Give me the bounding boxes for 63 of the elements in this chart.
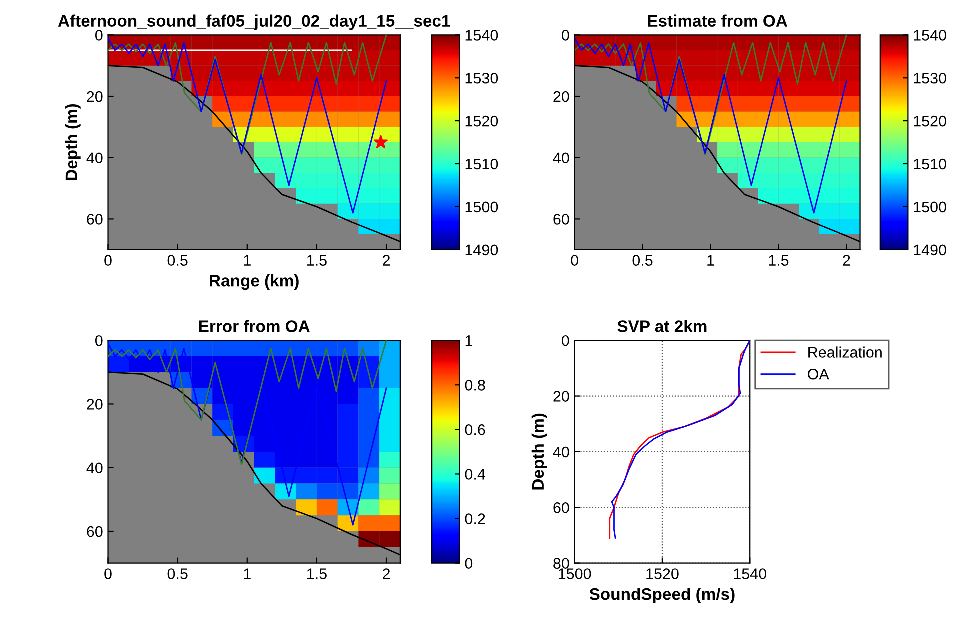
y-tick-label: 0 — [95, 30, 103, 41]
x-tick-label: 1.5 — [308, 568, 327, 580]
y-tick-label: 60 — [87, 526, 103, 538]
color-bar-label: 1500 — [914, 202, 946, 213]
legend-label: Realization — [808, 346, 882, 358]
color-bar-label: 0.6 — [465, 424, 486, 436]
y-tick-label: 20 — [554, 91, 570, 102]
y-tick-label: 0 — [562, 30, 570, 41]
y-axis-title: Depth (m) — [65, 104, 81, 180]
x-tick-label: 0 — [571, 255, 578, 266]
x-tick-label: 0.5 — [168, 568, 188, 580]
y-tick-label: 40 — [86, 152, 103, 164]
color-bar-label: 1530 — [466, 72, 498, 84]
y-axis-title: Depth (m) — [532, 414, 548, 490]
color-bar-label: 1520 — [466, 116, 498, 127]
y-tick-label: 0 — [95, 335, 103, 346]
y-tick-label: 0 — [562, 335, 570, 346]
y-tick-label: 40 — [86, 462, 103, 474]
x-tick-label: 2 — [383, 255, 390, 266]
x-tick-label: 1 — [244, 255, 251, 266]
y-tick-label: 40 — [553, 446, 570, 458]
x-tick-label: 1.5 — [769, 255, 789, 266]
y-tick-label: 80 — [554, 558, 570, 570]
x-tick-label: 1540 — [734, 568, 767, 580]
y-tick-label: 60 — [87, 214, 103, 225]
chart-title: Error from OA — [199, 320, 310, 332]
color-bar-label: 0.2 — [465, 514, 486, 524]
x-tick-label: 2 — [843, 255, 850, 266]
chart-title: Afternoon_sound_faf05_jul20_02_day1_15__sec1 — [58, 14, 450, 30]
color-bar-label: 1520 — [914, 116, 946, 127]
x-tick-label: 0 — [104, 568, 112, 580]
x-tick-label: 1 — [708, 255, 714, 266]
color-bar-label: 1490 — [466, 244, 498, 256]
color-bar-label: 1 — [466, 336, 472, 346]
legend-label: OA — [808, 368, 830, 380]
color-bar-label: 1500 — [466, 202, 498, 213]
chart-title: Estimate from OA — [648, 14, 788, 27]
x-tick-label: 1520 — [646, 568, 679, 580]
color-bar-label: 0.4 — [465, 469, 486, 480]
color-bar-label: 0.8 — [465, 380, 486, 391]
color-bar-label: 1510 — [466, 158, 498, 170]
color-bar-label: 1530 — [914, 72, 946, 84]
x-tick-label: 0.5 — [632, 255, 653, 266]
x-axis-title: Range (km) — [210, 274, 299, 290]
x-tick-label: 1 — [244, 568, 251, 580]
color-bar-label: 1490 — [914, 244, 946, 256]
x-tick-label: 0 — [104, 255, 112, 266]
color-bar-label: 1510 — [914, 158, 946, 170]
x-tick-label: 0.5 — [168, 255, 188, 266]
y-tick-label: 20 — [87, 399, 103, 410]
y-tick-label: 20 — [554, 391, 570, 402]
y-tick-label: 60 — [554, 502, 570, 514]
x-axis-title: SoundSpeed (m/s) — [590, 588, 735, 604]
x-tick-label: 2 — [383, 568, 390, 580]
y-tick-label: 20 — [87, 91, 103, 102]
y-tick-label: 40 — [553, 152, 570, 164]
x-tick-label: 1500 — [558, 568, 592, 580]
color-bar-label: 1540 — [466, 30, 498, 41]
x-tick-label: 1.5 — [308, 255, 327, 266]
color-bar-label: 1540 — [914, 30, 946, 41]
color-bar-label: 0 — [465, 558, 473, 570]
y-tick-label: 60 — [554, 214, 570, 225]
chart-title: SVP at 2km — [618, 320, 707, 332]
